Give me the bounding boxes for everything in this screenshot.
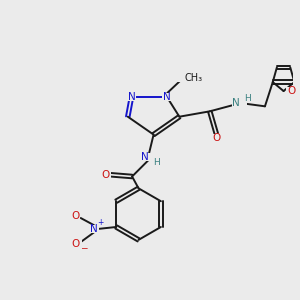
FancyBboxPatch shape	[126, 93, 136, 101]
FancyBboxPatch shape	[211, 134, 221, 142]
Text: N: N	[90, 224, 98, 234]
Text: O: O	[212, 133, 220, 143]
Text: CH₃: CH₃	[184, 73, 202, 83]
FancyBboxPatch shape	[100, 171, 111, 178]
Text: H: H	[244, 94, 250, 103]
Text: H: H	[153, 158, 160, 167]
FancyBboxPatch shape	[232, 100, 247, 107]
FancyBboxPatch shape	[69, 240, 82, 247]
FancyBboxPatch shape	[70, 213, 80, 220]
FancyBboxPatch shape	[174, 74, 192, 82]
Text: N: N	[128, 92, 135, 102]
FancyBboxPatch shape	[286, 88, 297, 94]
Text: N: N	[142, 152, 149, 162]
Text: O: O	[287, 86, 296, 96]
FancyBboxPatch shape	[141, 153, 156, 161]
Text: +: +	[97, 218, 103, 227]
Text: O: O	[71, 211, 80, 221]
FancyBboxPatch shape	[162, 93, 172, 101]
Text: O: O	[71, 239, 80, 249]
FancyBboxPatch shape	[89, 225, 99, 233]
Text: O: O	[101, 170, 110, 180]
Text: N: N	[232, 98, 240, 108]
Text: N: N	[163, 92, 171, 102]
Text: −: −	[80, 244, 87, 253]
